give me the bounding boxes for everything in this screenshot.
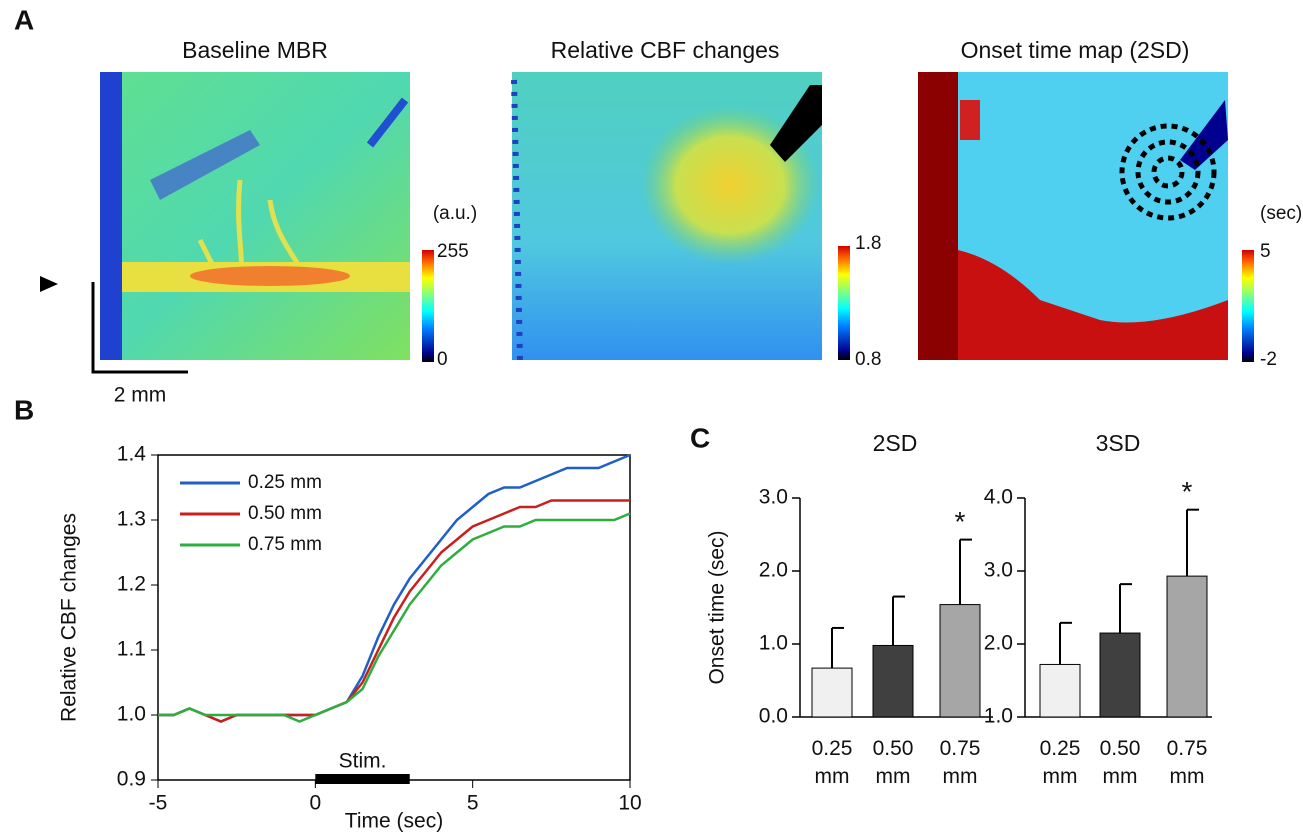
y-tick-label: 0.9 xyxy=(117,768,146,791)
significance-mark: * xyxy=(955,506,966,537)
x-tick-label: 0.50 mm xyxy=(1099,737,1141,788)
x-tick-label: 0.25 mm xyxy=(811,737,853,788)
chart-title: 2SD xyxy=(873,430,918,456)
colorbar-min: -2 xyxy=(1260,349,1277,370)
y-tick-label: 0.0 xyxy=(759,705,788,728)
chart-title: 3SD xyxy=(1096,430,1141,456)
y-tick-label: 1.0 xyxy=(117,703,146,726)
bar xyxy=(872,644,914,718)
legend-label: 0.75 mm xyxy=(248,534,322,555)
colorbar xyxy=(422,250,434,362)
y-tick-label: 4.0 xyxy=(984,486,1013,509)
y-tick-label: 2.0 xyxy=(759,559,788,582)
scale-bar xyxy=(91,282,188,374)
y-tick-label: 2.0 xyxy=(984,632,1013,655)
map-title: Baseline MBR xyxy=(182,37,328,63)
series-line xyxy=(158,453,631,723)
x-tick-label: 0.75 mm xyxy=(939,737,981,788)
colorbar-min: 0 xyxy=(437,349,448,370)
panel-label: B xyxy=(14,394,34,425)
colorbar-unit: (a.u.) xyxy=(433,203,477,224)
panel-label: C xyxy=(690,422,710,453)
y-tick-label: 1.4 xyxy=(117,443,147,466)
legend-label: 0.25 mm xyxy=(248,472,322,493)
x-tick-label: 0.25 mm xyxy=(1039,737,1081,788)
y-tick-label: 1.0 xyxy=(759,632,788,655)
colorbar-max: 1.8 xyxy=(855,233,881,254)
series-line xyxy=(158,512,631,723)
map-title: Onset time map (2SD) xyxy=(961,37,1190,63)
x-tick-label: 0 xyxy=(309,792,321,815)
legend-label: 0.50 mm xyxy=(248,503,322,524)
colorbar xyxy=(838,246,850,360)
colorbar-max: 5 xyxy=(1260,241,1271,262)
y-tick-label: 1.1 xyxy=(117,638,146,661)
panel-label: A xyxy=(14,4,34,35)
bar xyxy=(1166,575,1208,718)
bar xyxy=(1039,663,1081,718)
bar xyxy=(811,667,853,718)
x-tick-label: 0.75 mm xyxy=(1166,737,1208,788)
x-tick-label: 10 xyxy=(618,792,641,815)
x-tick-label: 0.50 mm xyxy=(872,737,914,788)
x-tick-label: -5 xyxy=(149,792,168,815)
stim-bar xyxy=(315,774,410,784)
bar xyxy=(939,604,981,718)
map-baseline xyxy=(100,72,410,360)
x-axis-label: Time (sec) xyxy=(345,810,443,832)
series-line xyxy=(158,499,630,723)
map-title: Relative CBF changes xyxy=(551,37,780,63)
y-tick-label: 3.0 xyxy=(759,486,788,509)
map-onset xyxy=(918,72,1228,360)
x-tick-label: 5 xyxy=(467,792,479,815)
y-tick-label: 1.2 xyxy=(117,573,146,596)
y-tick-label: 1.0 xyxy=(984,705,1013,728)
significance-mark: * xyxy=(1182,476,1193,507)
scale-bar-label: 2 mm xyxy=(114,384,167,407)
colorbar-min: 0.8 xyxy=(855,349,881,370)
colorbar-max: 255 xyxy=(437,241,469,262)
y-tick-label: 3.0 xyxy=(984,559,1013,582)
stim-label: Stim. xyxy=(339,750,387,773)
colorbar xyxy=(1242,250,1254,362)
arrowhead xyxy=(40,276,58,292)
y-axis-label: Onset time (sec) xyxy=(706,530,729,684)
y-axis-label: Relative CBF changes xyxy=(58,513,81,722)
y-tick-label: 1.3 xyxy=(117,508,146,531)
colorbar-unit: (sec) xyxy=(1260,203,1302,224)
bar xyxy=(1099,632,1141,718)
map-cbf xyxy=(511,72,822,361)
